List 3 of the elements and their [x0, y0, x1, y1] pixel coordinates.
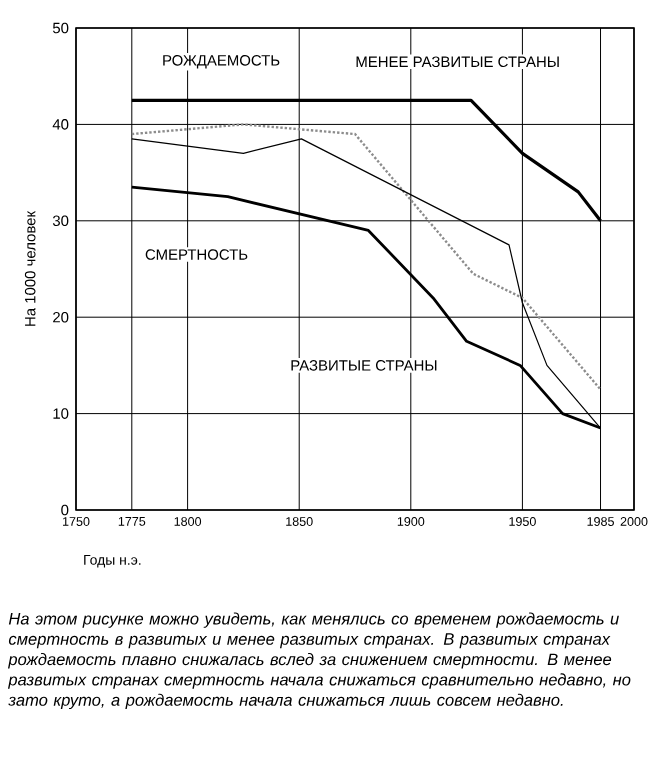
- line-series: [130, 123, 602, 391]
- text: На этом рисунке можно увидеть, как менялись со временем рождаемость и смертность в развитых и менее развитых странах. В развитых странах рождаемость плавно снижалась вслед за снижением смертности. В менее развитых странах смертность начала снижаться сравнительно недавно, но зато круто, а рождаемость начала снижаться лишь совсем недавно.: [7, 612, 631, 710]
- line-series: [130, 98, 603, 223]
